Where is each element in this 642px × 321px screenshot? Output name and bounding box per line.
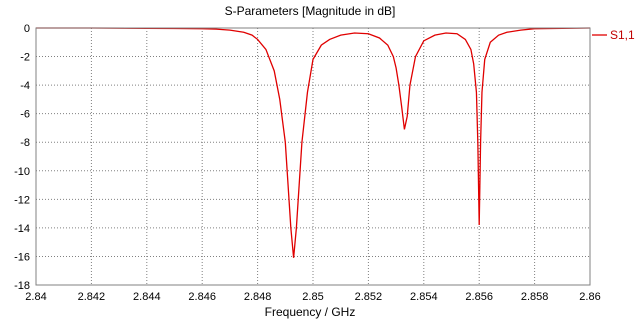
- x-tick-label: 2.85: [302, 291, 323, 303]
- x-tick-label: 2.846: [188, 291, 216, 303]
- x-axis-ticks: 2.84 2.842 2.844 2.846 2.848 2.85 2.852 2.854 2.…: [25, 291, 600, 303]
- x-tick-label: 2.844: [133, 291, 161, 303]
- y-axis-ticks: 0 -2 -4 -6 -8 -10 -12 -14 -16 -18: [14, 23, 30, 292]
- y-tick-label: -12: [14, 194, 30, 206]
- x-tick-label: 2.842: [78, 291, 106, 303]
- x-tick-label: 2.858: [521, 291, 549, 303]
- plot-frame: [35, 27, 591, 286]
- y-tick-label: -10: [14, 166, 30, 178]
- y-tick-label: -14: [14, 223, 30, 235]
- x-tick-label: 2.86: [579, 291, 600, 303]
- legend: S1,1: [592, 28, 635, 42]
- x-tick-label: 2.848: [244, 291, 272, 303]
- x-tick-label: 2.856: [465, 291, 493, 303]
- x-tick-label: 2.84: [25, 291, 46, 303]
- y-tick-label: -6: [20, 109, 30, 121]
- y-tick-label: -2: [20, 52, 30, 64]
- x-tick-label: 2.854: [410, 291, 438, 303]
- legend-label-s11: S1,1: [610, 28, 635, 42]
- y-tick-label: -8: [20, 137, 30, 149]
- series-line-s11: [36, 27, 591, 258]
- grid: [35, 27, 591, 286]
- chart-title: S-Parameters [Magnitude in dB]: [225, 4, 396, 18]
- y-tick-label: -16: [14, 251, 30, 263]
- x-tick-label: 2.852: [355, 291, 383, 303]
- y-tick-label: -4: [20, 80, 30, 92]
- y-tick-label: 0: [24, 23, 30, 35]
- y-tick-label: -18: [14, 280, 30, 292]
- x-axis-label: Frequency / GHz: [265, 305, 356, 319]
